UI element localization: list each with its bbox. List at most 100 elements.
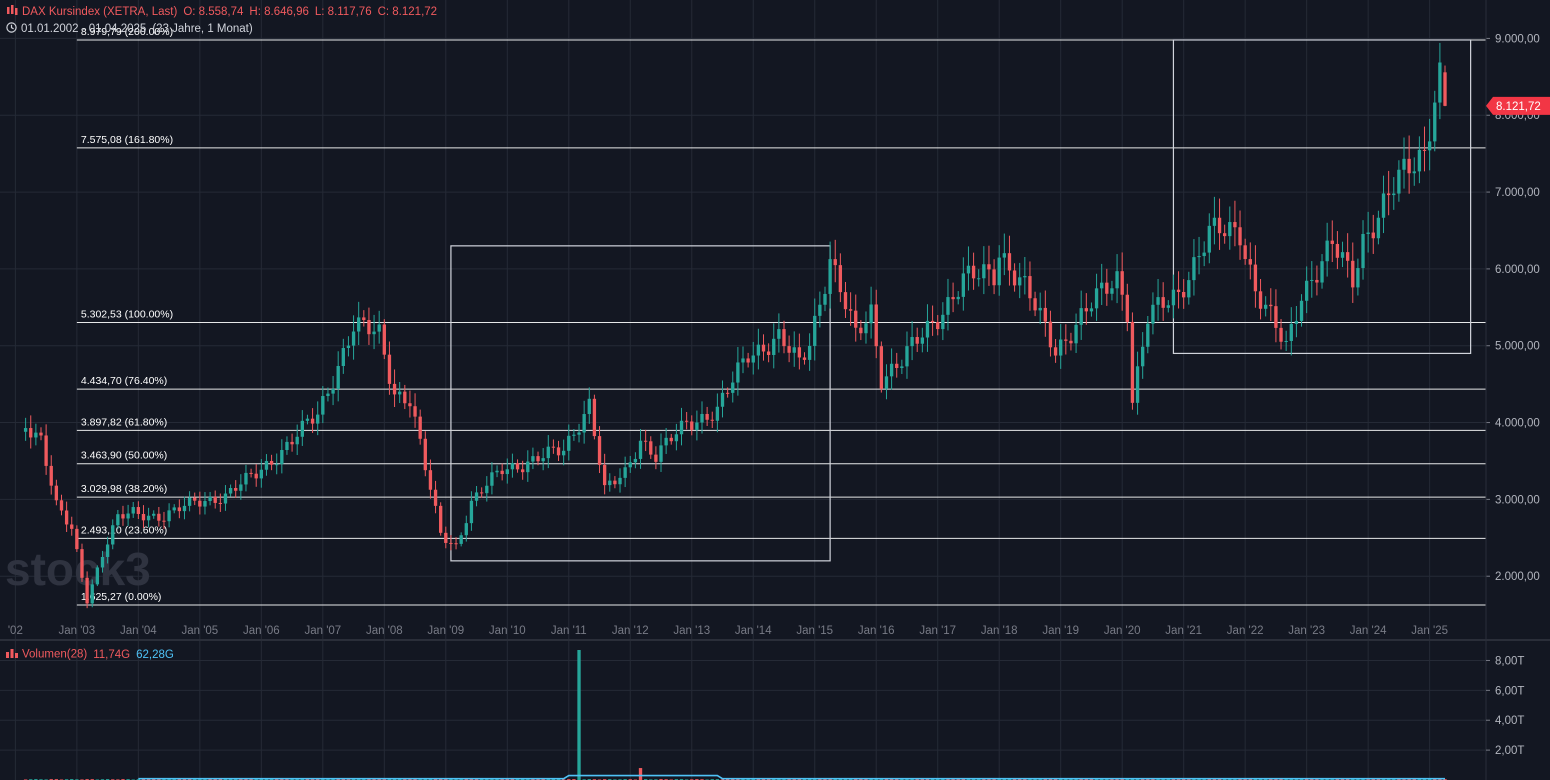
- price-label: 5.000,00: [1495, 341, 1540, 353]
- candle-body: [997, 257, 1001, 286]
- volume-label: 8,00T: [1495, 655, 1524, 667]
- candle-body: [1171, 289, 1176, 306]
- candle-body: [1125, 294, 1129, 322]
- candle-body: [1202, 252, 1206, 257]
- candle-body: [628, 462, 632, 468]
- time-label: Jan '19: [1042, 625, 1079, 637]
- candle-body: [121, 514, 125, 519]
- time-label: Jan '15: [796, 625, 833, 637]
- time-label: Jan '11: [551, 625, 587, 637]
- candle-body: [1192, 257, 1196, 281]
- candle-body: [1381, 193, 1386, 218]
- time-label: Jan '07: [304, 625, 341, 637]
- last-price-label: 8.121,72: [1496, 101, 1541, 113]
- candle-body: [1038, 307, 1042, 311]
- candle-body: [1351, 260, 1355, 288]
- candle-body: [874, 304, 878, 347]
- volume-value: 11,74G: [93, 648, 131, 661]
- candle-body: [177, 507, 182, 512]
- candle-body: [433, 489, 438, 506]
- time-label: Jan '05: [181, 625, 218, 637]
- candle-body: [264, 460, 269, 470]
- candle-body: [146, 515, 151, 521]
- fib-level-label: 4.434,70 (76.40%): [81, 375, 167, 387]
- candle-body: [1043, 307, 1047, 322]
- high-value: H: 8.646,96: [249, 6, 309, 19]
- candle-body: [39, 432, 43, 436]
- candle-body: [464, 523, 468, 536]
- candle-body: [346, 345, 351, 349]
- candle-body: [1253, 264, 1258, 292]
- candle-body: [218, 502, 223, 504]
- candle-body: [1028, 276, 1032, 299]
- candle-body: [746, 358, 750, 363]
- candle-body: [351, 331, 356, 346]
- candle-body: [582, 414, 586, 433]
- candle-body: [80, 549, 84, 578]
- candle-body: [126, 513, 130, 519]
- candle-body: [654, 454, 658, 462]
- candle-body: [761, 344, 766, 352]
- candle-body: [1197, 256, 1201, 258]
- candle-body: [813, 315, 817, 346]
- time-label: Jan '06: [243, 625, 280, 637]
- candle-body: [741, 358, 745, 363]
- candle-body: [44, 435, 48, 466]
- candle-body: [1443, 72, 1447, 106]
- candle-body: [362, 317, 366, 320]
- volume-title[interactable]: Volumen(28): [22, 648, 88, 661]
- candle-body: [1279, 327, 1283, 342]
- candle-body: [828, 259, 832, 294]
- candle-body: [382, 324, 386, 355]
- candle-body: [1335, 243, 1340, 258]
- rectangle-drawings[interactable]: [450, 39, 1472, 562]
- candle-body: [1018, 277, 1022, 286]
- candle-body: [100, 556, 105, 568]
- last-price-marker: 8.121,72: [1486, 96, 1550, 115]
- rectangle-box: [450, 245, 831, 562]
- price-axis[interactable]: 9.000,008.000,007.000,006.000,005.000,00…: [1485, 0, 1540, 780]
- volume-label: 6,00T: [1495, 685, 1524, 697]
- candle-body: [966, 265, 971, 274]
- candle-body: [1340, 252, 1345, 258]
- candle-body: [1228, 222, 1232, 237]
- candle-body: [884, 376, 889, 389]
- candle-body: [731, 382, 735, 393]
- candle-body: [889, 363, 894, 377]
- candle-body: [546, 446, 550, 459]
- clock-icon: [6, 22, 17, 36]
- candle-body: [807, 345, 812, 360]
- volume-axis[interactable]: 8,00T 6,00T 4,00T 2,00T: [1486, 655, 1524, 757]
- candle-body: [34, 432, 38, 438]
- volume-panel: [0, 650, 1486, 780]
- candle-body: [956, 296, 960, 300]
- price-label: 9.000,00: [1495, 33, 1540, 45]
- fib-level-label: 3.029,98 (38.20%): [81, 483, 167, 495]
- candle-body: [70, 524, 74, 529]
- candle-body: [1248, 259, 1252, 265]
- candle-body: [1402, 158, 1406, 170]
- candle-body: [1233, 222, 1237, 228]
- candle-body: [725, 392, 730, 394]
- candle-body: [1433, 102, 1437, 142]
- time-axis[interactable]: '02 Jan '03 Jan '04 Jan '05 Jan '06 Jan '07 Ja…: [8, 625, 1448, 637]
- candle-body: [1217, 217, 1222, 234]
- candle-body: [1146, 323, 1150, 347]
- candle-body: [879, 346, 884, 389]
- candlestick-series: [23, 42, 1447, 609]
- candle-body: [444, 532, 448, 543]
- candle-body: [905, 346, 909, 367]
- candle-body: [1407, 158, 1411, 174]
- instrument-name[interactable]: DAX Kursindex (XETRA, Last): [22, 6, 178, 19]
- fibonacci-retracement[interactable]: 8.979,79 (200.00%) 7.575,08 (161.80%) 5.30…: [76, 26, 1486, 606]
- candle-body: [1284, 341, 1288, 343]
- candle-body: [203, 501, 207, 507]
- candle-body: [254, 473, 258, 479]
- candle-body: [1366, 232, 1370, 234]
- candle-body: [428, 470, 433, 490]
- candle-body: [1166, 305, 1170, 308]
- candle-body: [982, 264, 986, 279]
- candle-body: [818, 304, 822, 316]
- candle-body: [961, 273, 966, 297]
